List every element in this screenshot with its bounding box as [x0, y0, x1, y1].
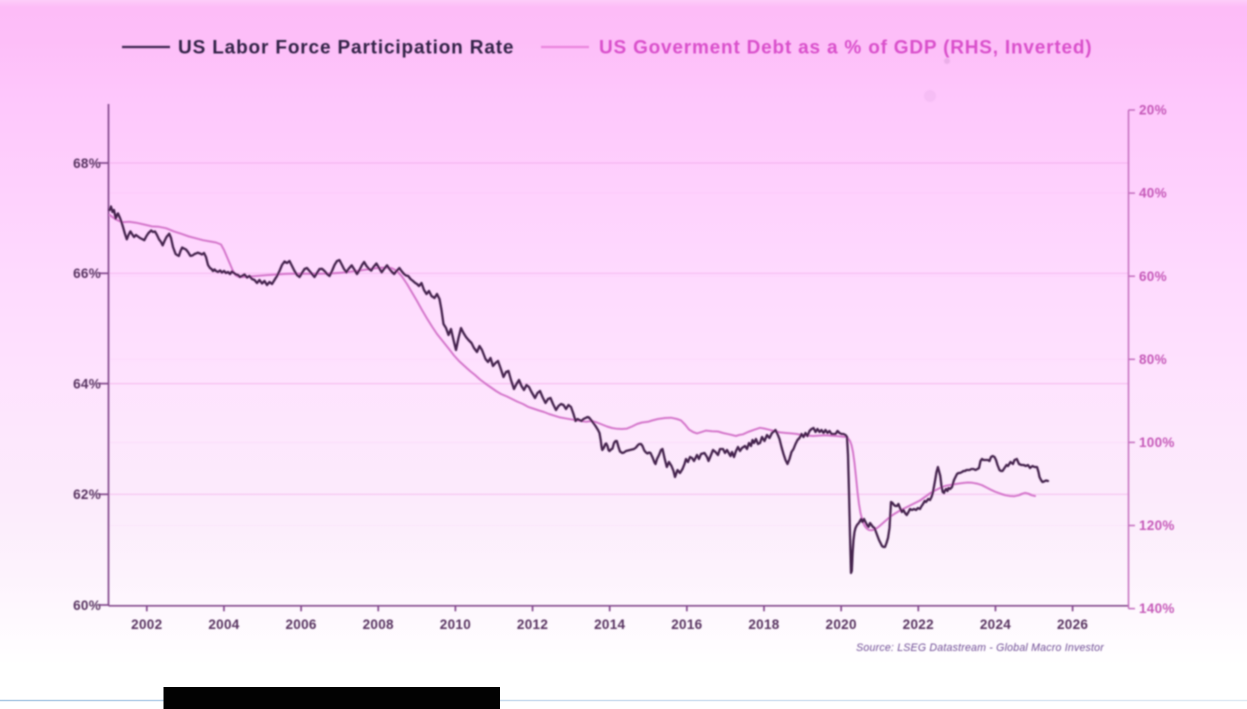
svg-text:64%: 64%	[73, 376, 101, 391]
svg-text:2002: 2002	[131, 617, 162, 632]
svg-text:2004: 2004	[208, 617, 239, 632]
svg-text:80%: 80%	[1139, 352, 1167, 367]
svg-text:US Goverment Debt as a % of GD: US Goverment Debt as a % of GDP (RHS, In…	[599, 38, 1092, 59]
svg-text:60%: 60%	[1139, 269, 1167, 284]
svg-text:62%: 62%	[73, 487, 101, 502]
svg-text:2016: 2016	[671, 617, 702, 632]
svg-text:Source: LSEG Datastream - Glob: Source: LSEG Datastream - Global Macro I…	[856, 642, 1104, 654]
svg-text:2020: 2020	[826, 617, 857, 632]
svg-text:US Labor Force Participation R: US Labor Force Participation Rate	[178, 38, 514, 59]
svg-text:2026: 2026	[1057, 617, 1088, 632]
svg-text:40%: 40%	[1139, 186, 1167, 201]
svg-text:2008: 2008	[363, 617, 394, 632]
svg-text:140%: 140%	[1139, 601, 1175, 616]
svg-text:66%: 66%	[73, 266, 101, 281]
svg-text:60%: 60%	[73, 598, 101, 613]
svg-text:2010: 2010	[440, 617, 471, 632]
svg-text:120%: 120%	[1139, 518, 1175, 533]
svg-text:2012: 2012	[517, 617, 548, 632]
svg-text:2006: 2006	[285, 617, 316, 632]
svg-text:100%: 100%	[1139, 435, 1175, 450]
svg-text:2022: 2022	[903, 617, 934, 632]
svg-text:2024: 2024	[980, 617, 1011, 632]
svg-text:68%: 68%	[73, 156, 101, 171]
svg-text:2014: 2014	[594, 617, 625, 632]
svg-text:20%: 20%	[1139, 103, 1167, 118]
svg-text:2018: 2018	[748, 617, 779, 632]
